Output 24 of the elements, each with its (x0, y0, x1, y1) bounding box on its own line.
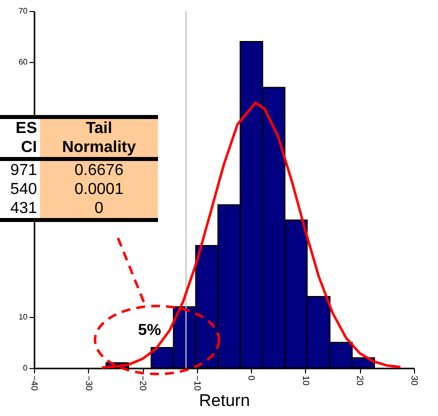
x-tick-label: −30 (84, 376, 94, 391)
annotation: 0.6676 (40, 159, 158, 180)
annotation: Normality (40, 138, 158, 159)
y-tick-label: 10 (18, 312, 28, 322)
x-tick-label: 30 (410, 376, 420, 386)
annotation: CI (20, 138, 38, 158)
annotation: ES (0, 117, 40, 138)
y-tick-label: 70 (18, 6, 28, 16)
x-axis-title: Return (198, 390, 250, 410)
annotation: 540 (9, 180, 38, 199)
annotation: 0.0001 (40, 180, 158, 199)
annotation: 0 (40, 199, 158, 220)
annotation: 971 (0, 159, 40, 180)
x-tick-label: 0 (246, 376, 257, 381)
annotation: 431 (0, 199, 40, 220)
x-tick-label: −10 (192, 376, 202, 391)
annotation: Tail (40, 117, 158, 138)
y-tick-label: 60 (18, 58, 28, 66)
annotation: 5% (138, 322, 162, 340)
x-tick-label: 10 (300, 376, 311, 386)
x-tick-label: 20 (355, 376, 366, 386)
x-tick-label: −40 (30, 376, 40, 391)
x-tick-label: −20 (138, 376, 148, 391)
y-tick-label: 0 (23, 364, 28, 372)
